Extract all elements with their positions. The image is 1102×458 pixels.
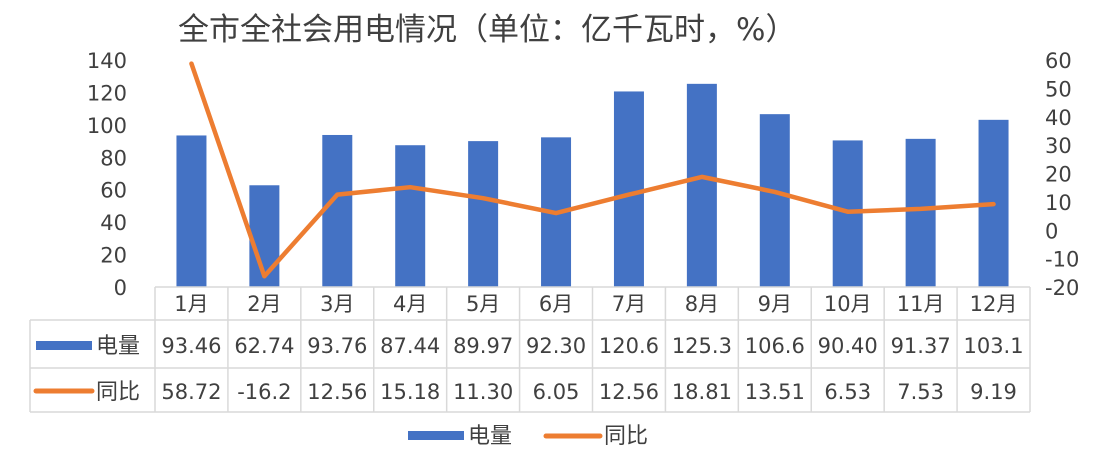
y-right-tick-label: -10 [1045, 248, 1079, 272]
y-left-tick-label: 100 [87, 114, 127, 138]
table-cell: 93.76 [307, 334, 367, 358]
table-cell: 18.81 [672, 380, 732, 404]
y-left-tick-label: 40 [100, 211, 127, 235]
x-tick-label: 10月 [824, 292, 872, 316]
table-cell: 120.6 [599, 334, 659, 358]
bar-electricity [760, 114, 790, 287]
bar-electricity [687, 84, 717, 287]
table-cell: 87.44 [380, 334, 440, 358]
x-tick-label: 6月 [539, 292, 573, 316]
bar-electricity [322, 135, 352, 287]
table-cell: 6.53 [824, 380, 871, 404]
table-row-header: 同比 [96, 380, 140, 405]
table-cell: 106.6 [745, 334, 805, 358]
bar-electricity [906, 139, 936, 287]
x-tick-label: 7月 [612, 292, 646, 316]
y-right-tick-label: 20 [1045, 163, 1072, 187]
table-cell: 6.05 [533, 380, 580, 404]
y-right-tick-label: 60 [1045, 49, 1072, 73]
x-tick-label: 2月 [247, 292, 281, 316]
table-cell: 93.46 [161, 334, 221, 358]
table-cell: 12.56 [599, 380, 659, 404]
table-cell: 7.53 [897, 380, 944, 404]
legend-key-bar [408, 431, 464, 440]
y-right-tick-label: 30 [1045, 134, 1072, 158]
y-left-tick-label: 60 [100, 179, 127, 203]
table-cell: 125.3 [672, 334, 732, 358]
table-cell: 13.51 [745, 380, 805, 404]
line-yoy [191, 64, 993, 277]
x-tick-label: 11月 [897, 292, 945, 316]
y-right-tick-label: 0 [1045, 219, 1058, 243]
bar-electricity [614, 91, 644, 287]
y-left-tick-label: 0 [114, 276, 127, 300]
table-cell: 89.97 [453, 334, 513, 358]
y-left-tick-label: 80 [100, 146, 127, 170]
x-tick-label: 1月 [174, 292, 208, 316]
chart-title: 全市全社会用电情况（单位：亿千瓦时，%） [178, 4, 796, 49]
table-cell: 11.30 [453, 380, 513, 404]
x-tick-label: 8月 [685, 292, 719, 316]
table-cell: 92.30 [526, 334, 586, 358]
table-legend-key-bar [36, 341, 92, 350]
x-tick-label: 9月 [758, 292, 792, 316]
table-cell: 15.18 [380, 380, 440, 404]
y-left-tick-label: 20 [100, 244, 127, 268]
bar-electricity [176, 135, 206, 287]
bar-electricity [395, 145, 425, 287]
x-tick-label: 12月 [970, 292, 1018, 316]
y-right-tick-label: 40 [1045, 106, 1072, 130]
table-cell: 91.37 [891, 334, 951, 358]
bar-electricity [468, 141, 498, 287]
table-cell: 12.56 [307, 380, 367, 404]
table-cell: 90.40 [818, 334, 878, 358]
y-right-tick-label: 50 [1045, 77, 1072, 101]
table-cell: 9.19 [970, 380, 1017, 404]
y-left-tick-label: 140 [87, 49, 127, 73]
y-left-tick-label: 120 [87, 81, 127, 105]
x-tick-label: 5月 [466, 292, 500, 316]
table-cell: 58.72 [161, 380, 221, 404]
legend-label: 同比 [604, 424, 648, 449]
x-tick-label: 4月 [393, 292, 427, 316]
table-cell: -16.2 [237, 380, 291, 404]
table-cell: 62.74 [234, 334, 294, 358]
legend-label: 电量 [468, 424, 512, 449]
x-tick-label: 3月 [320, 292, 354, 316]
table-cell: 103.1 [963, 334, 1023, 358]
y-right-tick-label: -20 [1045, 276, 1079, 300]
table-row-header: 电量 [96, 334, 140, 359]
y-right-tick-label: 10 [1045, 191, 1072, 215]
